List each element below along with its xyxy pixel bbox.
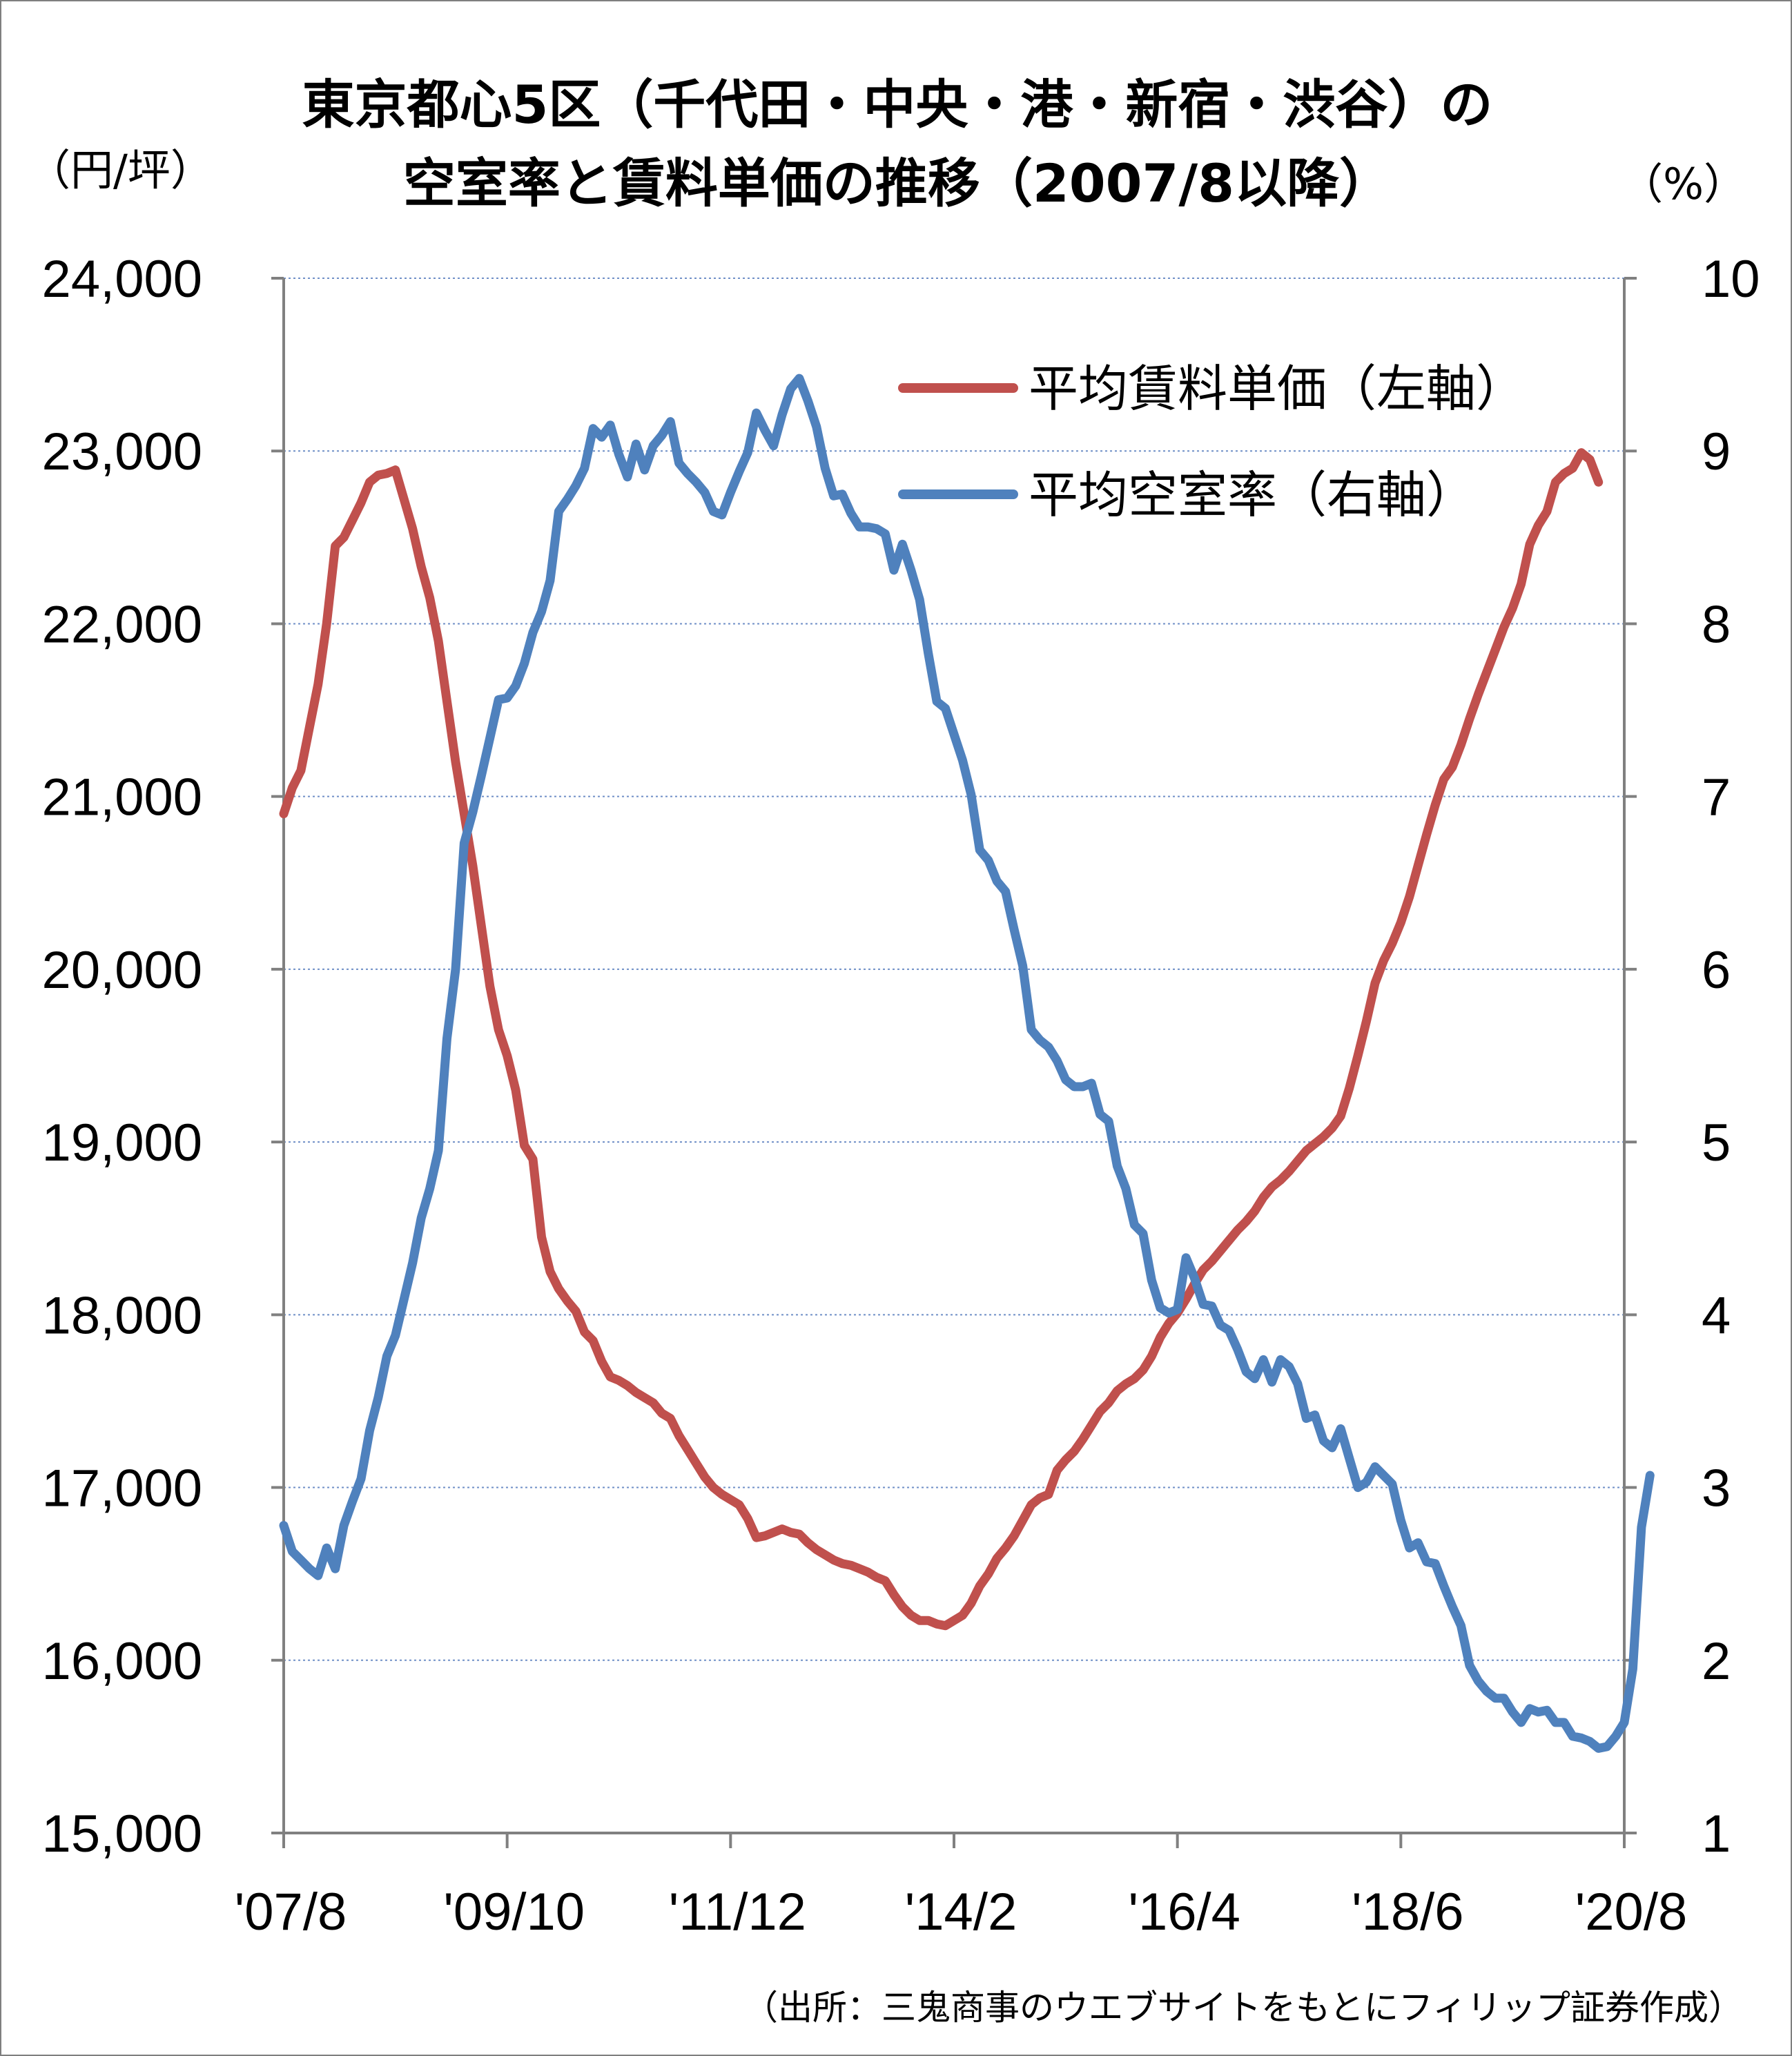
- right-tick-label: 10: [1702, 250, 1760, 309]
- left-tick-label: 19,000: [42, 1114, 202, 1172]
- chart-title-line-2: 空室率と賃料単価の推移（2007/8以降）: [403, 153, 1392, 214]
- left-tick-label: 22,000: [42, 595, 202, 654]
- right-tick-label: 8: [1702, 595, 1731, 654]
- right-tick-label: 7: [1702, 768, 1731, 827]
- right-tick-label: 4: [1702, 1286, 1731, 1345]
- left-tick-label: 24,000: [42, 250, 202, 309]
- right-tick-label: 9: [1702, 423, 1731, 481]
- left-tick-label: 23,000: [42, 423, 202, 481]
- right-tick-label: 2: [1702, 1632, 1731, 1691]
- series-lines: [279, 374, 1655, 1753]
- left-tick-label: 20,000: [42, 941, 202, 1000]
- left-tick-label: 21,000: [42, 768, 202, 827]
- series-line-vacancy: [279, 374, 1655, 1753]
- left-tick-label: 15,000: [42, 1805, 202, 1863]
- x-tick-label: '11/12: [669, 1883, 806, 1941]
- x-tick-label: '20/8: [1575, 1883, 1687, 1941]
- series-line-rent: [279, 448, 1604, 1631]
- x-tick-label: '14/2: [905, 1883, 1017, 1941]
- right-tick-label: 1: [1702, 1805, 1731, 1863]
- x-tick-label: '07/8: [235, 1883, 347, 1941]
- left-tick-label: 18,000: [42, 1286, 202, 1345]
- right-tick-label: 3: [1702, 1459, 1731, 1518]
- right-tick-label: 5: [1702, 1114, 1731, 1172]
- source-note: （出所：三鬼商事のウエブサイトをもとにフィリップ証券作成）: [743, 1988, 1743, 2028]
- x-tick-label: '16/4: [1128, 1883, 1240, 1941]
- left-tick-label: 17,000: [42, 1459, 202, 1518]
- tick-labels: 15,000 1 16,000 2 17,000 3 18,000 4 19,000 5 20,00…: [42, 250, 1760, 1941]
- chart-title-line-1: 東京都心5区（千代田・中央・港・新宿・渋谷）の: [302, 74, 1493, 135]
- left-axis-unit: （円/坪）: [28, 145, 213, 195]
- tick-marks: [271, 277, 1637, 1848]
- legend-label-rent: 平均賃料単価（左軸）: [1029, 360, 1526, 418]
- gridlines: [284, 278, 1624, 1661]
- right-axis-unit: （%）: [1620, 159, 1746, 209]
- right-tick-label: 6: [1702, 941, 1731, 1000]
- legend: 平均賃料単価（左軸） 平均空室率（右軸）: [898, 360, 1526, 524]
- left-tick-label: 16,000: [42, 1632, 202, 1691]
- legend-label-vacancy: 平均空室率（右軸）: [1029, 466, 1476, 524]
- x-tick-label: '09/10: [443, 1883, 585, 1941]
- x-tick-label: '18/6: [1352, 1883, 1463, 1941]
